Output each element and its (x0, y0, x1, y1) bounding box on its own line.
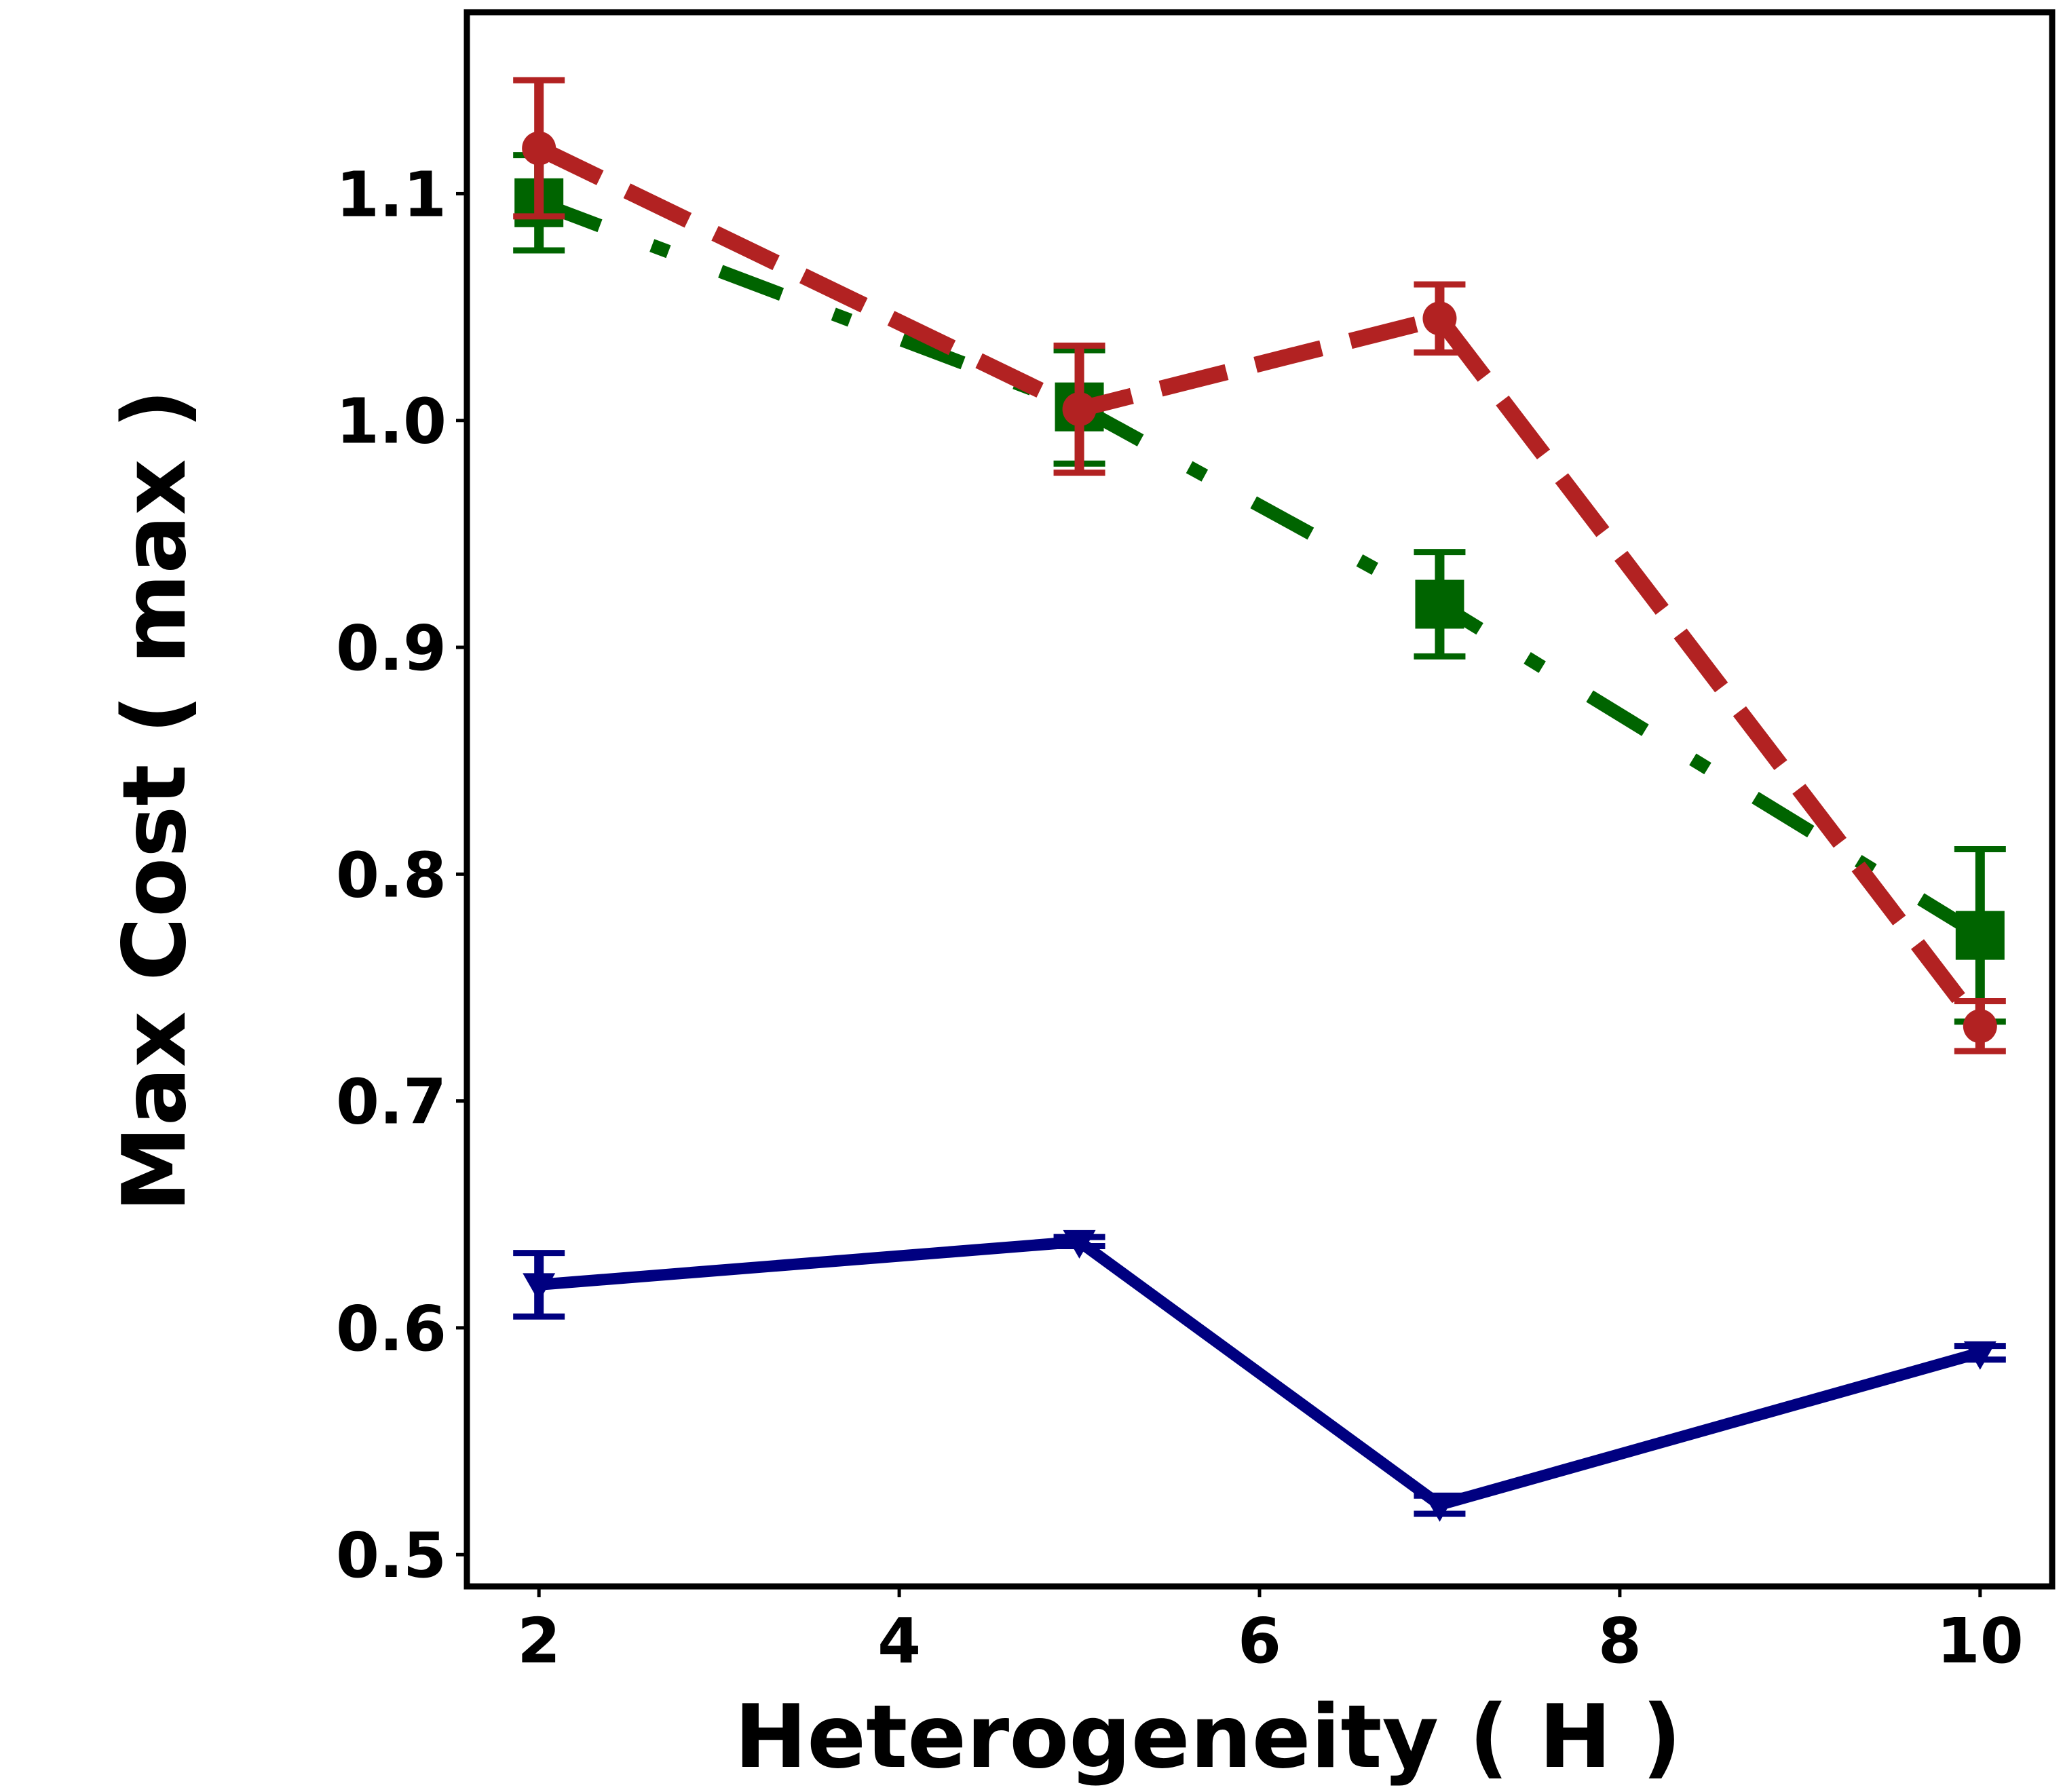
marker-red-dashed-circle-2 (1422, 301, 1457, 336)
x-tick-label-8: 8 (1598, 1605, 1642, 1677)
y-tick-label-0.9: 0.9 (336, 612, 447, 685)
x-tick-label-10: 10 (1937, 1605, 2024, 1677)
marker-navy-solid-triangle-0 (523, 1273, 556, 1302)
line-green-dashdot-square (536, 196, 1984, 942)
line-navy-solid-triangle (538, 1236, 1982, 1511)
y-tick-label-0.6: 0.6 (336, 1293, 447, 1365)
series-navy-solid-triangle (513, 1229, 2006, 1522)
marker-green-dashdot-square-2 (1415, 579, 1464, 629)
marker-red-dashed-circle-3 (1963, 1009, 1997, 1044)
y-tick-label-1.0: 1.0 (336, 385, 447, 458)
y-tick-label-0.5: 0.5 (336, 1519, 447, 1592)
marker-navy-solid-triangle-3 (1963, 1341, 1996, 1370)
series-green-dashdot-square (513, 152, 2006, 1025)
y-tick-label-0.7: 0.7 (336, 1066, 447, 1139)
marker-red-dashed-circle-1 (1062, 392, 1097, 427)
marker-green-dashdot-square-3 (1955, 911, 2005, 960)
series-layer (513, 77, 2006, 1522)
y-tick-label-1.1: 1.1 (336, 158, 447, 231)
x-axis-title: Heterogeneity ( H ) (734, 1687, 1682, 1788)
x-tick-label-6: 6 (1238, 1605, 1281, 1677)
series-red-dashed-circle (513, 77, 2006, 1054)
line-red-dashed-circle (535, 140, 1987, 1031)
x-tick-label-2: 2 (517, 1605, 561, 1677)
marker-red-dashed-circle-0 (522, 131, 556, 166)
y-tick-label-0.8: 0.8 (336, 839, 447, 911)
marker-navy-solid-triangle-1 (1063, 1229, 1096, 1259)
x-tick-label-4: 4 (877, 1605, 921, 1677)
tick-layer: 2 4 6 8 10 0.5 0.6 0.7 0.8 0.9 1.0 1.1 (336, 158, 2024, 1677)
marker-navy-solid-triangle-2 (1423, 1493, 1456, 1522)
y-axis-title: Max Cost ( max ) (105, 389, 206, 1212)
